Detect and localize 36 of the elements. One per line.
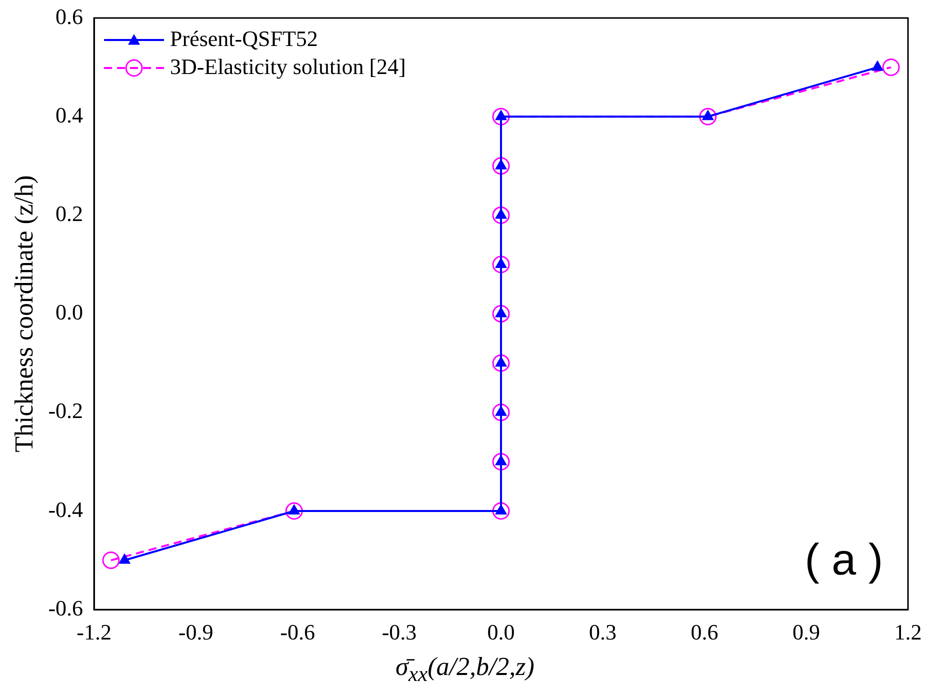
y-tick-label: -0.4 xyxy=(48,496,84,522)
point xyxy=(285,502,303,520)
y-axis-title: Thickness coordinate (z/h) xyxy=(9,175,38,452)
point xyxy=(492,305,510,323)
legend-label: 3D-Elasticity solution [24] xyxy=(170,54,406,79)
x-tick-label: -0.3 xyxy=(382,620,417,645)
legend-label: Présent-QSFT52 xyxy=(170,26,318,51)
point xyxy=(492,256,510,274)
point xyxy=(492,502,510,520)
y-tick-label: -0.2 xyxy=(48,398,84,424)
y-tick-label: 0.0 xyxy=(56,300,84,325)
point xyxy=(492,108,510,126)
x-tick-label: 0.3 xyxy=(589,620,617,645)
x-tick-label: -1.2 xyxy=(76,620,112,645)
y-tick-label: -0.6 xyxy=(48,595,84,620)
annotation: ( a ) xyxy=(804,536,883,585)
y-tick-label: 0.4 xyxy=(56,102,84,128)
x-tick-label: 1.2 xyxy=(894,620,922,645)
point xyxy=(492,452,510,470)
point xyxy=(882,58,900,76)
point xyxy=(492,354,510,372)
x-tick-label: -0.6 xyxy=(280,620,315,645)
x-tick-label: 0.6 xyxy=(690,620,718,645)
point xyxy=(492,404,510,422)
point xyxy=(699,108,717,126)
point xyxy=(118,554,130,564)
point xyxy=(492,206,510,224)
y-tick-label: 0.6 xyxy=(56,4,84,29)
point xyxy=(872,60,884,71)
y-tick-label: 0.2 xyxy=(56,200,84,226)
x-axis-title: σ̄$_{xx}$(a/2,b/2,z) xyxy=(394,652,536,688)
point xyxy=(102,552,120,570)
x-tick-label: 0.9 xyxy=(792,620,820,645)
point xyxy=(492,157,510,175)
x-tick-label: 0.0 xyxy=(487,620,515,645)
x-tick-label: -0.9 xyxy=(178,620,214,645)
